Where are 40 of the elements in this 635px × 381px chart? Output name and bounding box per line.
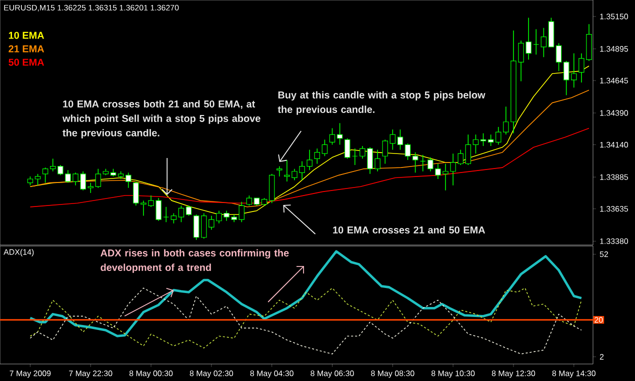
- candlestick: [193, 214, 200, 240]
- candlestick: [556, 42, 562, 72]
- candlestick: [314, 148, 320, 164]
- candlestick: [186, 205, 192, 216]
- candlestick: [322, 139, 328, 157]
- candlestick: [571, 52, 577, 88]
- text: 50 EMA: [8, 58, 44, 66]
- candlestick: [276, 166, 282, 177]
- candlestick: [390, 129, 396, 150]
- candlestick: [336, 122, 343, 146]
- candlestick: [178, 205, 184, 223]
- candlestick: [42, 167, 48, 184]
- candlestick: [329, 128, 336, 146]
- text: 21 EMA: [8, 45, 44, 52]
- candlestick: [126, 172, 132, 188]
- candlestick: [95, 168, 102, 188]
- annotation: ADX rises in both cases confirming the development of a trend: [100, 249, 289, 273]
- candlestick: [397, 129, 404, 150]
- candlestick: [465, 134, 472, 166]
- candlestick: [344, 138, 350, 160]
- candlestick: [246, 195, 252, 206]
- candlestick: [163, 206, 169, 223]
- candlestick: [420, 154, 426, 172]
- line-series: [30, 128, 590, 208]
- candlestick: [472, 134, 479, 154]
- candlestick: [404, 143, 411, 160]
- candlestick: [412, 152, 418, 174]
- annotation: 10 EMA crosses 21 and 50 EMA: [333, 226, 486, 234]
- candlestick: [170, 212, 177, 224]
- candlestick: [533, 28, 539, 55]
- candlestick: [540, 28, 547, 58]
- line-series: [30, 90, 590, 208]
- candlestick: [382, 139, 388, 164]
- candlestick: [563, 60, 570, 96]
- text: 10 EMA: [8, 32, 44, 39]
- annotation: Buy at this candle with a stop 5 pips below the previous candle.: [278, 91, 486, 115]
- candlestick: [488, 134, 494, 146]
- annotation: 10 EMA crosses both 21 and 50 EMA, at which point Sell with a stop 5 pips above the previous candle.: [62, 100, 260, 138]
- candlestick: [34, 174, 41, 186]
- candlestick: [352, 148, 358, 166]
